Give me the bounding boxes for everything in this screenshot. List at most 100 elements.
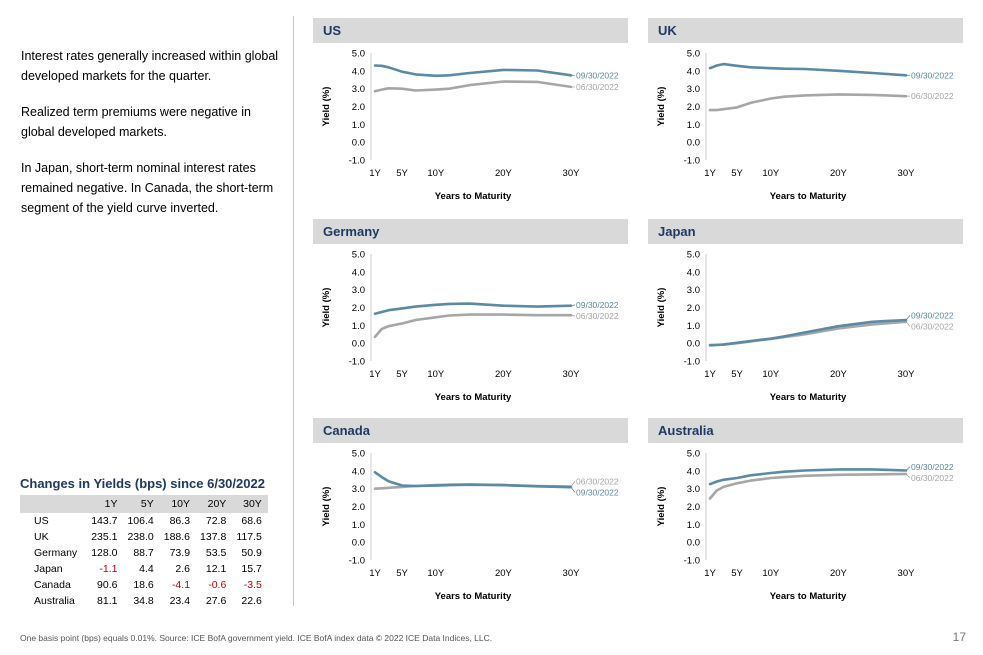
chart-header: UK	[648, 18, 963, 43]
chart-title: Germany	[323, 224, 380, 239]
y-tick-label: -1.0	[684, 556, 700, 567]
x-tick-label: 30Y	[563, 168, 581, 179]
x-tick-label: 10Y	[427, 568, 445, 579]
y-tick-label: 3.0	[352, 84, 365, 95]
series-end-label: 09/30/2022	[576, 300, 619, 310]
column-header: 20Y	[196, 495, 233, 513]
country-cell: US	[34, 515, 49, 527]
x-tick-label: 20Y	[495, 168, 513, 179]
table-row: Canada 90.6 18.6 -4.1 -0.6 -3.5	[20, 577, 268, 593]
chart-header: Japan	[648, 219, 963, 244]
y-tick-label: 0.0	[687, 538, 700, 549]
y-tick-label: 1.0	[352, 520, 365, 531]
column-header: 5Y	[123, 495, 160, 513]
chart-svg: 5.0 4.0 3.0 2.0 1.0 0.0 -1.0 1Y 5Y 10Y 20Y 30Y Years…	[656, 49, 954, 203]
series-label-leader	[905, 321, 911, 327]
country-cell: Australia	[34, 595, 75, 607]
table-row: Germany 128.0 88.7 73.9 53.5 50.9	[20, 545, 268, 561]
series-line-06-30-2022	[373, 313, 573, 339]
value-cell: 53.5	[205, 547, 227, 559]
value-cell: 4.4	[139, 563, 154, 575]
x-tick-label: 30Y	[898, 369, 916, 380]
x-tick-label: 20Y	[830, 369, 848, 380]
series-label-leader	[570, 304, 576, 307]
series-label-leader	[905, 466, 911, 471]
y-tick-label: 0.0	[352, 538, 365, 549]
y-tick-label: 1.0	[352, 120, 365, 131]
changes-table: 1Y 5Y 10Y 20Y 30Y US 143.7 106.4 86.3 72.8 68…	[20, 495, 268, 609]
series-line-09-30-2022	[708, 468, 908, 486]
x-tick-label: 5Y	[731, 168, 743, 179]
x-tick-label: 1Y	[369, 369, 381, 380]
y-tick-label: 0.0	[687, 138, 700, 149]
x-tick-label: 20Y	[830, 568, 848, 579]
x-tick-label: 30Y	[563, 568, 581, 579]
x-tick-label: 10Y	[762, 568, 780, 579]
country-cell: Canada	[34, 579, 71, 591]
y-tick-label: 2.0	[352, 502, 365, 513]
y-tick-label: 1.0	[352, 321, 365, 332]
chart-panel-japan: Japan 5.0 4.0 3.0 2.0 1.0 0.0 -1.0 1Y 5Y 10Y 20Y 30…	[648, 219, 963, 409]
chart-title: US	[323, 23, 342, 38]
x-axis-title: Years to Maturity	[770, 392, 847, 403]
value-cell: 143.7	[91, 515, 118, 527]
series-end-label: 09/30/2022	[576, 487, 619, 497]
value-cell: 128.0	[91, 547, 118, 559]
y-tick-label: 3.0	[352, 484, 365, 495]
chart-header: Australia	[648, 418, 963, 443]
value-cell: 12.1	[205, 563, 227, 575]
value-cell: 90.6	[97, 579, 118, 591]
country-cell: Japan	[34, 563, 63, 575]
value-cell: 86.3	[169, 515, 191, 527]
x-tick-label: 30Y	[898, 568, 916, 579]
y-axis-title: Yield (%)	[321, 487, 332, 527]
chart-header: US	[313, 18, 628, 43]
x-axis-title: Years to Maturity	[770, 591, 847, 602]
chart-svg: 5.0 4.0 3.0 2.0 1.0 0.0 -1.0 1Y 5Y 10Y 20Y 30Y Years…	[321, 250, 619, 404]
series-label-leader	[570, 486, 576, 493]
y-tick-label: 2.0	[687, 102, 700, 113]
chart-title: Japan	[658, 224, 696, 239]
y-axis-title: Yield (%)	[656, 288, 667, 328]
y-tick-label: 0.0	[352, 339, 365, 350]
chart-panel-australia: Australia 5.0 4.0 3.0 2.0 1.0 0.0 -1.0 1Y 5Y 10Y 2…	[648, 418, 963, 608]
x-tick-label: 1Y	[704, 568, 716, 579]
y-tick-label: -1.0	[684, 156, 700, 167]
x-tick-label: 20Y	[495, 369, 513, 380]
value-cell: 238.0	[127, 531, 154, 543]
intro-text: Interest rates generally increased withi…	[21, 46, 281, 234]
chart-panel-canada: Canada 5.0 4.0 3.0 2.0 1.0 0.0 -1.0 1Y 5Y 10Y 20Y 3…	[313, 418, 628, 608]
value-cell: 34.8	[133, 595, 154, 607]
series-line-09-30-2022	[373, 471, 573, 489]
table-row: US 143.7 106.4 86.3 72.8 68.6	[20, 513, 268, 529]
y-tick-label: -1.0	[349, 357, 365, 368]
y-tick-label: 0.0	[687, 339, 700, 350]
series-end-label: 06/30/2022	[576, 82, 619, 92]
value-cell: 18.6	[133, 579, 154, 591]
table-corner-cell	[20, 495, 88, 513]
x-tick-label: 10Y	[762, 369, 780, 380]
value-cell: 15.7	[241, 563, 262, 575]
table-header-row: 1Y 5Y 10Y 20Y 30Y	[20, 495, 268, 513]
y-tick-label: 3.0	[687, 285, 700, 296]
x-axis-title: Years to Maturity	[435, 591, 512, 602]
series-line-09-30-2022	[373, 302, 573, 315]
chart-svg: 5.0 4.0 3.0 2.0 1.0 0.0 -1.0 1Y 5Y 10Y 20Y 30Y Years…	[656, 250, 954, 404]
intro-paragraph: In Japan, short-term nominal interest ra…	[21, 161, 274, 215]
x-tick-label: 5Y	[396, 568, 408, 579]
value-cell: -3.5	[243, 579, 262, 591]
series-label-leader	[905, 315, 911, 321]
series-line-09-30-2022	[373, 64, 573, 78]
column-header: 1Y	[87, 495, 124, 513]
x-tick-label: 10Y	[427, 168, 445, 179]
y-tick-label: 4.0	[687, 267, 700, 278]
value-cell: 188.6	[163, 531, 191, 543]
table-row: Japan -1.1 4.4 2.6 12.1 15.7	[20, 561, 268, 577]
y-tick-label: 2.0	[352, 102, 365, 113]
x-tick-label: 5Y	[396, 168, 408, 179]
x-tick-label: 30Y	[563, 369, 581, 380]
x-tick-label: 5Y	[396, 369, 408, 380]
value-cell: 117.5	[236, 531, 262, 543]
x-tick-label: 1Y	[369, 168, 381, 179]
x-tick-label: 1Y	[369, 568, 381, 579]
